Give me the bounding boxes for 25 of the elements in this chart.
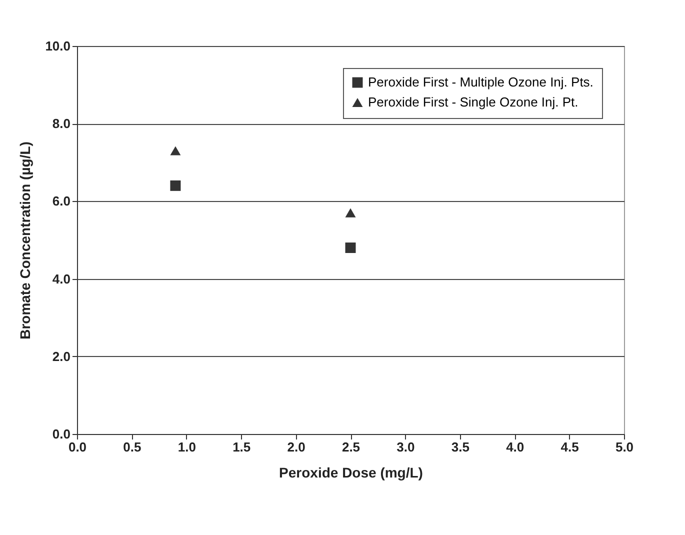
- point: [170, 180, 181, 191]
- x-axis-title: Peroxide Dose (mg/L): [279, 464, 423, 480]
- point: [170, 146, 181, 156]
- y-tick-label: 6.0: [52, 194, 70, 209]
- y-tick-label: 2.0: [52, 348, 70, 364]
- x-tick-label: 5.0: [615, 440, 634, 454]
- x-tick-label: 1.0: [178, 440, 196, 454]
- x-tick-label: 0.5: [123, 440, 142, 454]
- y-axis-title: Bromate Concentration (µg/L): [17, 142, 34, 340]
- legend-label: Peroxide First - Multiple Ozone Inj. Pts.: [368, 74, 594, 90]
- point: [345, 242, 356, 254]
- y-tick-label: 0.0: [52, 426, 70, 442]
- x-tick-label: 2.0: [287, 440, 306, 454]
- legend-label: Peroxide First - Single Ozone Inj. Pt.: [368, 94, 578, 110]
- x-tick-label: 4.0: [506, 440, 524, 454]
- x-tick-label: 3.0: [396, 440, 415, 454]
- x-tick-label: 3.5: [451, 440, 470, 454]
- y-tick-label: 8.0: [52, 116, 70, 132]
- x-tick-label: 2.5: [342, 440, 360, 454]
- y-tick-label: 4.0: [52, 271, 70, 286]
- point: [345, 208, 356, 218]
- x-tick-label: 0.0: [68, 440, 87, 454]
- y-tick-label: 10.0: [45, 38, 70, 54]
- x-tick-label: 1.5: [232, 440, 251, 454]
- x-tick-label: 4.5: [560, 440, 579, 454]
